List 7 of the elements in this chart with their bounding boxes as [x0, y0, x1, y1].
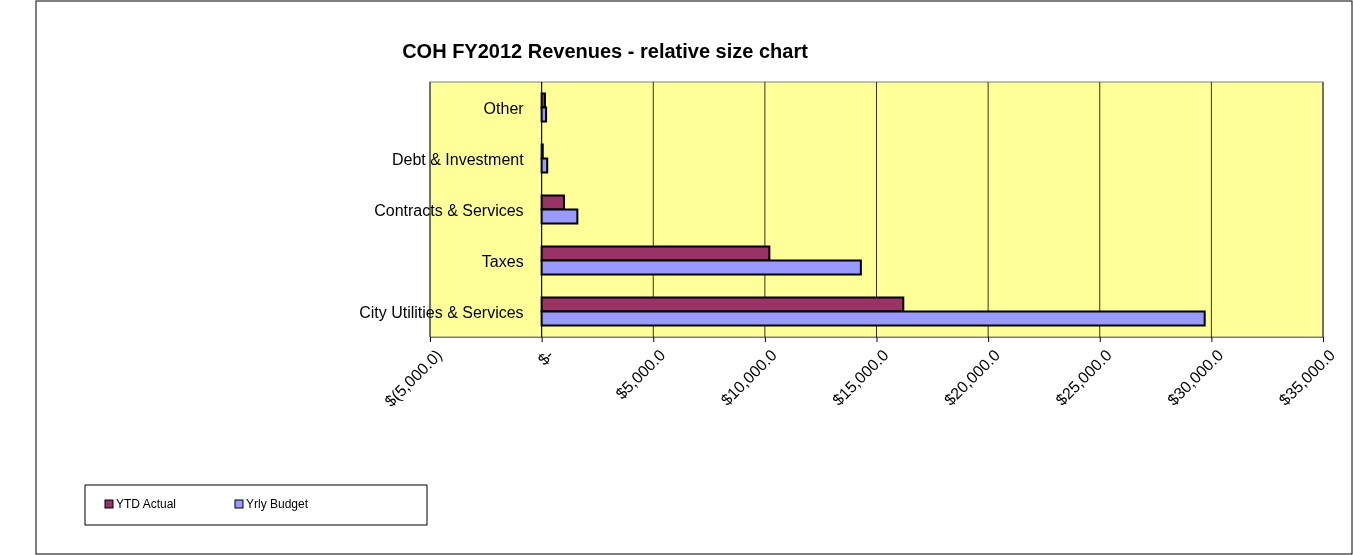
y-tick-label: Debt & Investment [392, 150, 525, 168]
y-tick-label: Other [483, 99, 525, 117]
y-tick-label: Taxes [481, 252, 524, 270]
legend-label: YTD Actual [116, 497, 177, 511]
legend-label: Yrly Budget [246, 497, 309, 511]
chart-title: COH FY2012 Revenues - relative size chart [402, 40, 809, 62]
x-tick-label: $- [534, 346, 557, 369]
